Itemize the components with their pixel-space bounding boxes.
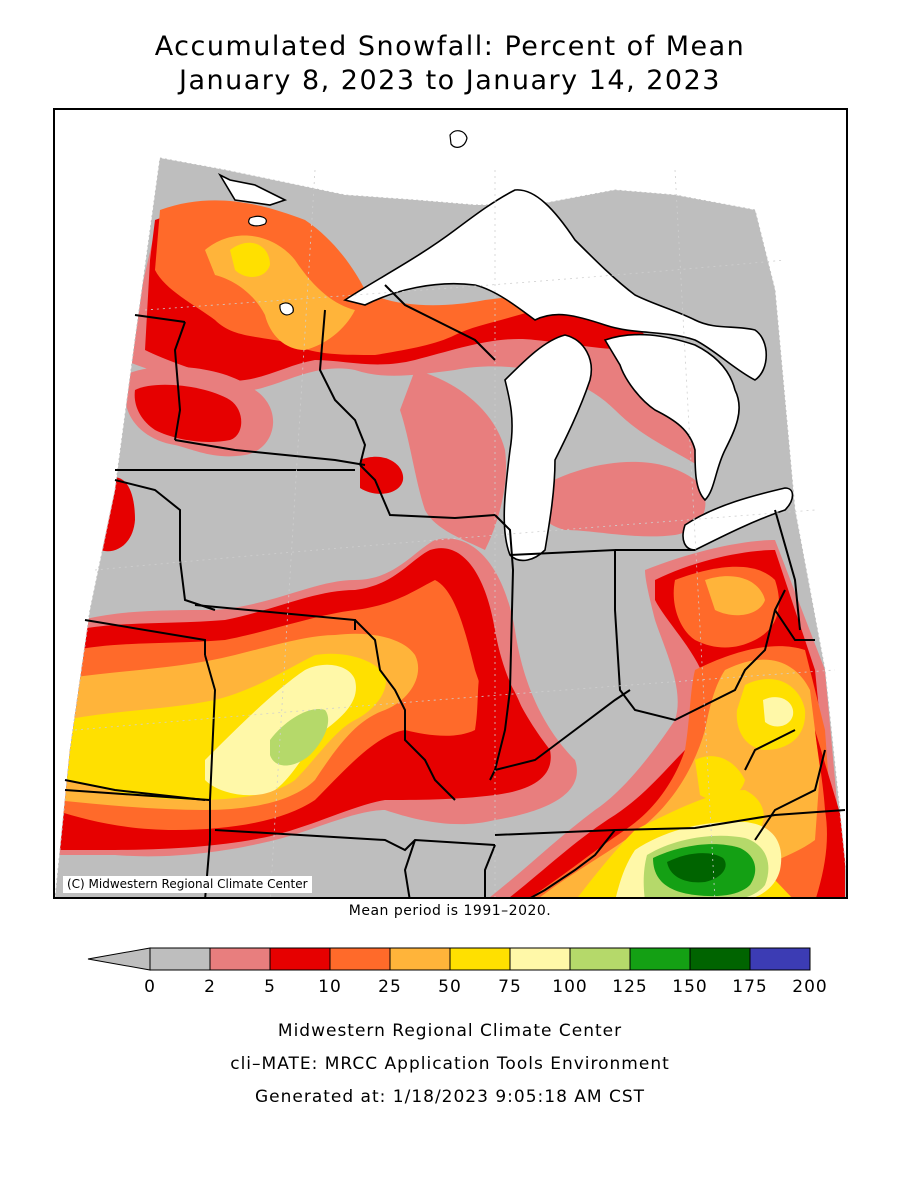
border-oh-wv [774, 609, 815, 641]
border-ne-ia [114, 479, 216, 611]
zone-5-10 [471, 660, 538, 786]
snowfall-map: (C) Midwestern Regional Climate Center [53, 108, 848, 899]
small-lake [279, 302, 294, 316]
map-canvas [55, 130, 846, 897]
legend-arrow-below-zero [87, 947, 151, 971]
legend-swatch [269, 947, 331, 971]
small-lake [248, 215, 267, 227]
legend-tick-label: 25 [378, 977, 402, 997]
zone-25-50 [705, 576, 765, 616]
border-mo-ar [214, 829, 496, 852]
zone-150-175 [667, 853, 726, 883]
legend-tick-label: 0 [144, 977, 156, 997]
graticule-line [269, 169, 316, 897]
lake-superior [343, 189, 767, 381]
footer-generated-at: Generated at: 1/18/2023 9:05:18 AM CST [254, 1087, 646, 1107]
map-title: Accumulated Snowfall: Percent of Mean [154, 31, 746, 62]
legend-swatch [389, 947, 451, 971]
color-legend: 0 2 5 10 25 50 75 100 125 150 175 200 [86, 944, 827, 1004]
zone-5-10 [360, 456, 404, 494]
border-ky-tn [494, 809, 846, 836]
legend-swatch [629, 947, 691, 971]
lake-of-the-woods [217, 173, 288, 206]
border-ms-river [484, 844, 496, 897]
border-sd-nd [174, 439, 366, 466]
legend-tick-label: 125 [612, 977, 647, 997]
graticule-line [144, 259, 786, 311]
isle-royale [449, 130, 468, 148]
state-boundaries [64, 284, 846, 897]
legend-tick-label: 10 [318, 977, 342, 997]
zone-100-125 [270, 709, 329, 766]
legend-swatch [449, 947, 511, 971]
legend-tick-label: 175 [732, 977, 767, 997]
zone-5-10 [815, 730, 845, 897]
border-ar-ms [403, 839, 416, 897]
zone-2-5 [534, 461, 706, 537]
border-mn-ia-wi [359, 464, 496, 520]
legend-bar: 0 2 5 10 25 50 75 100 125 150 175 200 [87, 947, 827, 997]
footer-tool-name: cli–MATE: MRCC Application Tools Environ… [230, 1054, 670, 1074]
zone-5-10 [134, 384, 242, 442]
legend-tick-label: 150 [672, 977, 707, 997]
border-wi-mi [384, 284, 496, 361]
lake-erie [682, 487, 794, 551]
graticule-line [94, 509, 816, 571]
legend-swatch [209, 947, 271, 971]
legend-tick-label: 2 [204, 977, 216, 997]
border-ne-ks [84, 619, 206, 655]
border-co-ok [64, 779, 206, 801]
zone-75-100 [763, 697, 794, 727]
legend-tick-label: 100 [552, 977, 587, 997]
map-extent-edge [55, 157, 846, 897]
footer-organization: Midwestern Regional Climate Center [277, 1021, 623, 1041]
border-tn-west [530, 829, 616, 897]
legend-swatch [689, 947, 751, 971]
border-in-ky [494, 689, 631, 771]
legend-tick-label: 50 [438, 977, 462, 997]
zone-2-5 [400, 370, 506, 550]
border-pa-oh [774, 509, 801, 631]
islands [248, 130, 468, 316]
copyright-notice: (C) Midwestern Regional Climate Center [63, 876, 312, 893]
legend-tick-label: 200 [792, 977, 826, 997]
border-wv-ky [744, 729, 796, 771]
legend-tick-label: 5 [264, 977, 276, 997]
legend-swatch [749, 947, 811, 971]
lake-huron [603, 333, 740, 502]
legend-swatch [329, 947, 391, 971]
legend-swatch [149, 947, 211, 971]
zone-50-75 [230, 242, 270, 277]
great-lakes [217, 173, 794, 562]
mean-period-note: Mean period is 1991–2020. [348, 903, 552, 919]
lake-michigan [503, 334, 592, 562]
legend-swatch [509, 947, 571, 971]
zone-50-75 [695, 756, 745, 800]
graticule-line [674, 169, 716, 897]
legend-tick-label: 75 [498, 977, 522, 997]
legend-swatch [569, 947, 631, 971]
border-nd-mn [134, 314, 186, 441]
graticule [74, 169, 836, 897]
border-ks-ok [64, 654, 217, 802]
map-date-range: January 8, 2023 to January 14, 2023 [179, 65, 721, 96]
border-va [754, 749, 826, 841]
border-il-mo [354, 619, 456, 801]
border-oh-river [614, 589, 786, 722]
border-mn-wi [318, 309, 367, 466]
